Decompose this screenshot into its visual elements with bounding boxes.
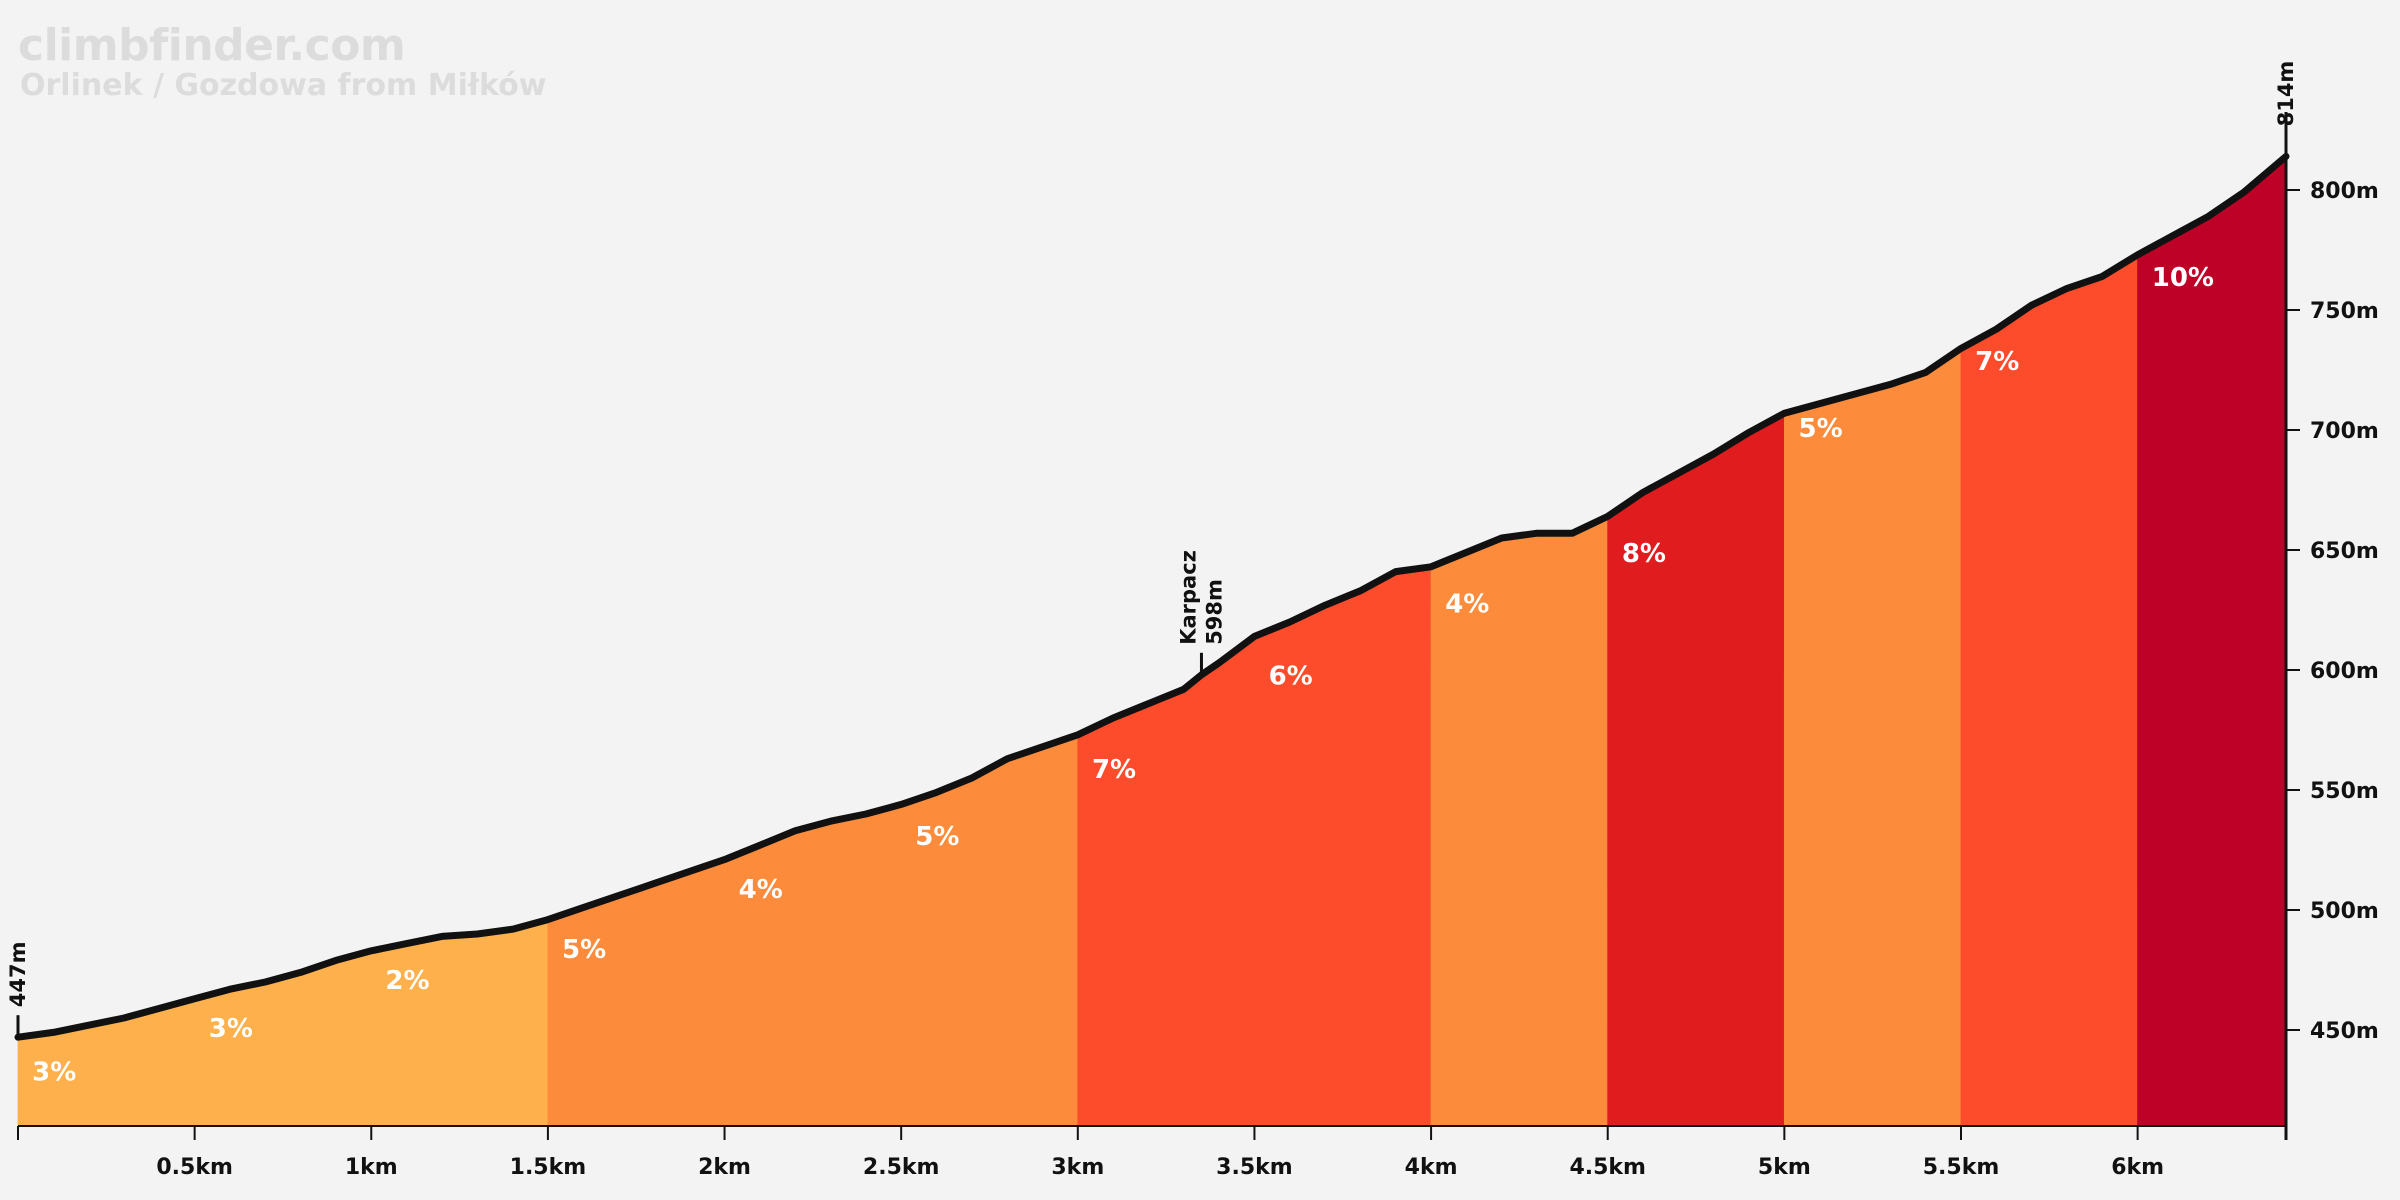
x-tick-label-8: 4km: [1405, 1155, 1458, 1180]
grade-label-1: 3%: [32, 1057, 76, 1087]
annotation-text-2-1: Karpacz: [1176, 550, 1200, 645]
y-tick-label-4: 600m: [2310, 659, 2379, 684]
grade-label-2: 3%: [209, 1014, 253, 1044]
y-tick-label-1: 450m: [2310, 1019, 2379, 1044]
grade-segments: [17, 155, 2287, 1127]
x-tick-label-9: 4.5km: [1569, 1155, 1646, 1180]
grade-segment-7: [1960, 254, 2139, 1127]
y-tick-label-3: 550m: [2310, 779, 2379, 804]
y-tick-label-8: 800m: [2310, 179, 2379, 204]
grade-label-10: 8%: [1622, 539, 1666, 569]
x-tick-label-3: 1.5km: [510, 1155, 587, 1180]
grade-label-3: 2%: [385, 966, 429, 996]
grade-label-4: 5%: [562, 935, 606, 965]
y-tick-label-5: 650m: [2310, 539, 2379, 564]
grade-segment-8: [2137, 155, 2287, 1127]
x-tick-label-2: 1km: [345, 1155, 398, 1180]
grade-labels: 3% 3% 2% 5% 4% 5% 7% 6% 4% 8% 5% 7% 10%: [32, 263, 2214, 1087]
grade-label-8: 6%: [1269, 661, 1313, 691]
grade-label-12: 7%: [1975, 347, 2019, 377]
elevation-line-group: [14, 152, 2290, 1041]
grade-segment-3: [1077, 566, 1432, 1127]
grade-label-9: 4%: [1445, 589, 1489, 619]
x-tick-label-1: 0.5km: [156, 1155, 233, 1180]
x-tick-label-5: 2.5km: [863, 1155, 940, 1180]
grade-segment-5: [1607, 412, 1785, 1127]
x-tick-label-12: 6km: [2111, 1155, 2164, 1180]
grade-label-7: 7%: [1092, 755, 1136, 785]
annotation-text-3-1: 814m: [2274, 61, 2298, 127]
y-axis: 450m 500m 550m 600m 650m 700m 750m 800m: [2284, 112, 2379, 1126]
elevation-annotations: 447m Karpacz 598m 814m: [6, 61, 2298, 1036]
x-tick-label-4: 2km: [698, 1155, 751, 1180]
x-tick-label-11: 5.5km: [1923, 1155, 2000, 1180]
grade-segment-2: [547, 734, 1079, 1127]
y-tick-label-6: 700m: [2310, 419, 2379, 444]
y-tick-label-7: 750m: [2310, 299, 2379, 324]
grade-label-5: 4%: [739, 875, 783, 905]
grade-label-13: 10%: [2152, 263, 2214, 293]
x-axis: 0.5km 1km 1.5km 2km 2.5km 3km 3.5km 4km 4.5km 5km…: [17, 1125, 2288, 1180]
y-tick-label-2: 500m: [2310, 899, 2379, 924]
x-tick-label-6: 3km: [1051, 1155, 1104, 1180]
grade-segment-6: [1783, 347, 1962, 1127]
watermark-site: climbfinder.com: [18, 20, 406, 71]
annotation-text-2-2: 598m: [1202, 579, 1226, 645]
x-tick-label-7: 3.5km: [1216, 1155, 1293, 1180]
grade-label-11: 5%: [1798, 414, 1842, 444]
grade-label-6: 5%: [915, 822, 959, 852]
watermark-climb-name: Orlinek / Gozdowa from Miłków: [20, 68, 547, 103]
elevation-line: [14, 152, 2290, 1041]
annotation-text-1-1: 447m: [6, 941, 30, 1007]
x-tick-label-10: 5km: [1758, 1155, 1811, 1180]
